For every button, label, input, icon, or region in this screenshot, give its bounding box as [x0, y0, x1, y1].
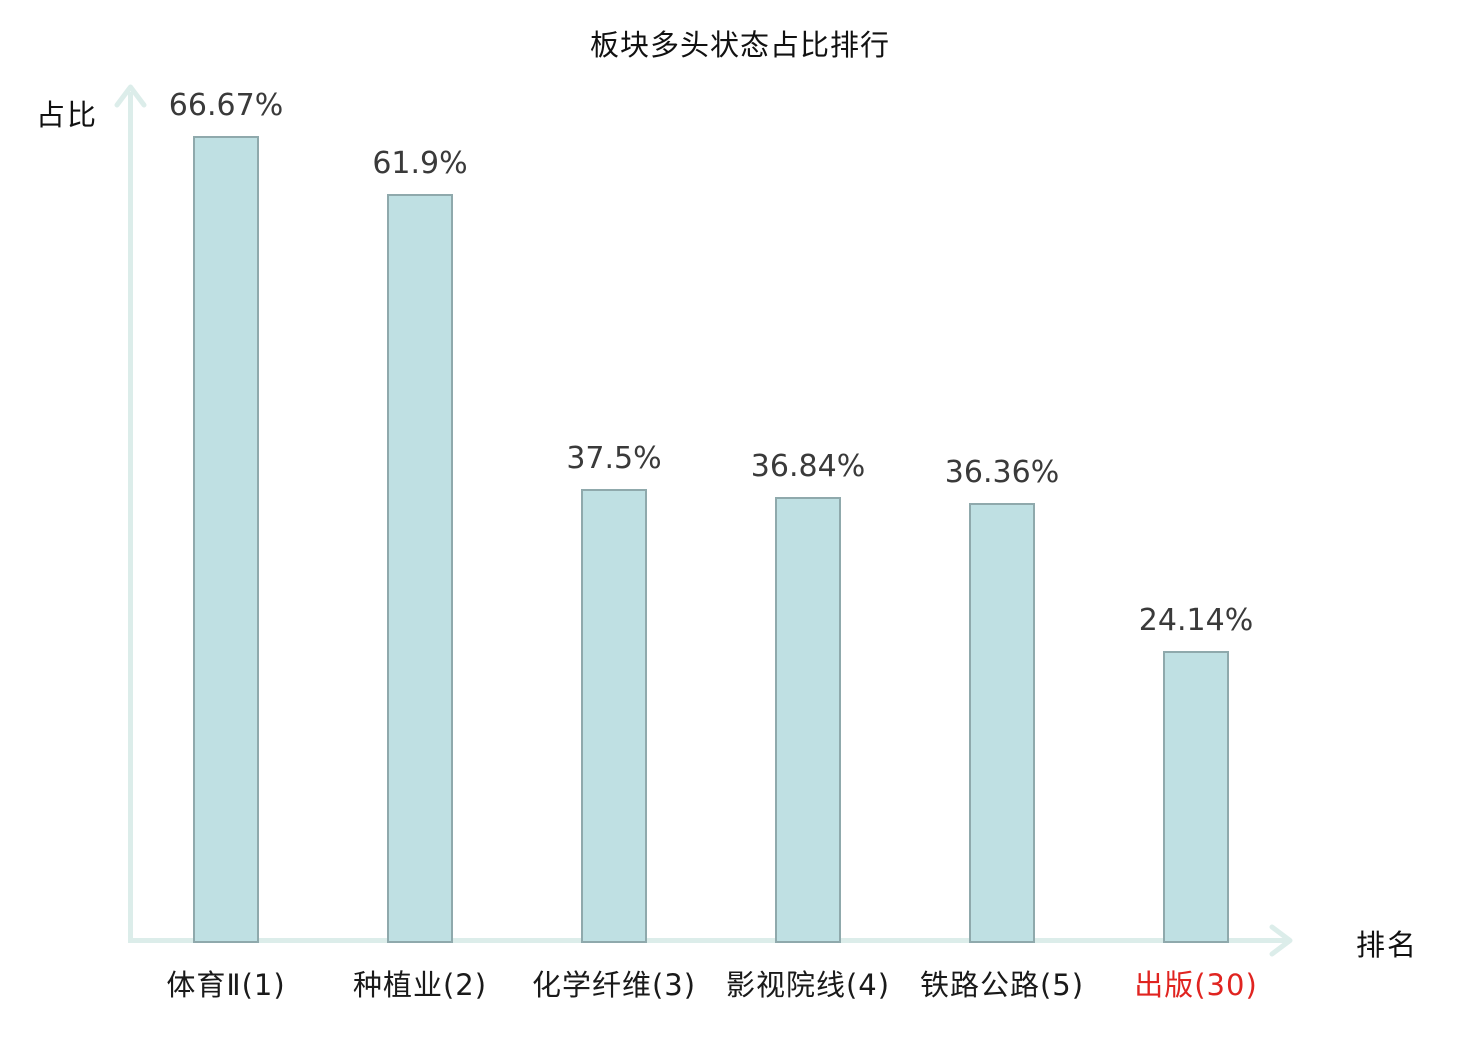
bar-value-label: 24.14%: [1138, 603, 1254, 638]
bar-value-label: 37.5%: [566, 441, 662, 476]
category-label: 影视院线(4): [725, 968, 891, 1002]
x-axis-label: 排名: [1356, 928, 1419, 962]
category-label: 出版(30): [1134, 968, 1258, 1002]
y-axis-label: 占比: [36, 98, 99, 132]
bar: [775, 497, 841, 943]
bar: [969, 503, 1035, 943]
bar: [581, 489, 647, 943]
bar-value-label: 36.36%: [944, 455, 1060, 490]
category-label: 化学纤维(3): [531, 968, 697, 1002]
bar-value-label: 66.67%: [168, 88, 284, 123]
bar: [193, 136, 259, 943]
category-label: 铁路公路(5): [919, 968, 1085, 1002]
category-label: 种植业(2): [352, 968, 488, 1002]
chart-title: 板块多头状态占比排行: [589, 28, 890, 62]
bar: [387, 194, 453, 943]
category-label: 体育Ⅱ(1): [166, 968, 286, 1002]
bar: [1163, 651, 1229, 943]
bar-value-label: 61.9%: [372, 146, 468, 181]
bar-value-label: 36.84%: [750, 449, 866, 484]
